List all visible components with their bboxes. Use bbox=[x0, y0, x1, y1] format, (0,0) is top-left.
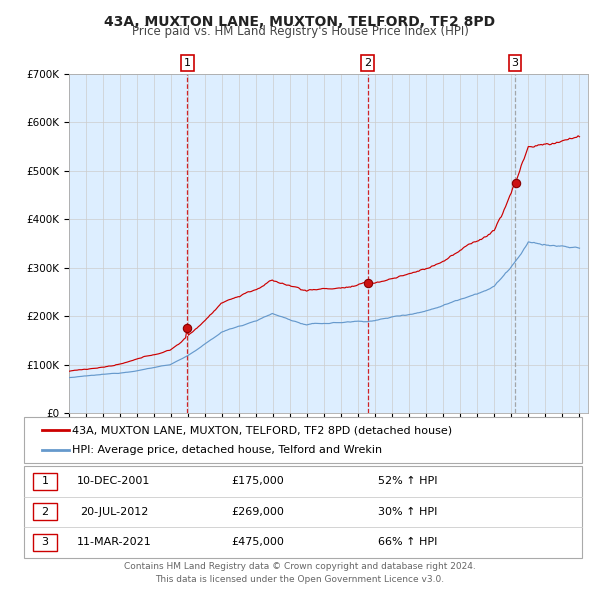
Text: 1: 1 bbox=[184, 58, 191, 68]
Text: 2: 2 bbox=[364, 58, 371, 68]
Text: 52% ↑ HPI: 52% ↑ HPI bbox=[378, 476, 438, 486]
Text: 20-JUL-2012: 20-JUL-2012 bbox=[80, 507, 148, 517]
Text: 2: 2 bbox=[41, 507, 49, 517]
Text: £175,000: £175,000 bbox=[232, 476, 284, 486]
Text: Contains HM Land Registry data © Crown copyright and database right 2024.: Contains HM Land Registry data © Crown c… bbox=[124, 562, 476, 571]
Text: £475,000: £475,000 bbox=[232, 537, 284, 548]
Text: This data is licensed under the Open Government Licence v3.0.: This data is licensed under the Open Gov… bbox=[155, 575, 445, 584]
Text: 43A, MUXTON LANE, MUXTON, TELFORD, TF2 8PD (detached house): 43A, MUXTON LANE, MUXTON, TELFORD, TF2 8… bbox=[72, 425, 452, 435]
Text: 3: 3 bbox=[511, 58, 518, 68]
Text: Price paid vs. HM Land Registry's House Price Index (HPI): Price paid vs. HM Land Registry's House … bbox=[131, 25, 469, 38]
Text: £269,000: £269,000 bbox=[232, 507, 284, 517]
Text: 11-MAR-2021: 11-MAR-2021 bbox=[77, 537, 151, 548]
Text: 30% ↑ HPI: 30% ↑ HPI bbox=[379, 507, 437, 517]
Text: 1: 1 bbox=[41, 476, 49, 486]
Text: 3: 3 bbox=[41, 537, 49, 548]
Text: 66% ↑ HPI: 66% ↑ HPI bbox=[379, 537, 437, 548]
Text: HPI: Average price, detached house, Telford and Wrekin: HPI: Average price, detached house, Telf… bbox=[72, 445, 382, 455]
Text: 10-DEC-2001: 10-DEC-2001 bbox=[77, 476, 151, 486]
Text: 43A, MUXTON LANE, MUXTON, TELFORD, TF2 8PD: 43A, MUXTON LANE, MUXTON, TELFORD, TF2 8… bbox=[104, 15, 496, 29]
